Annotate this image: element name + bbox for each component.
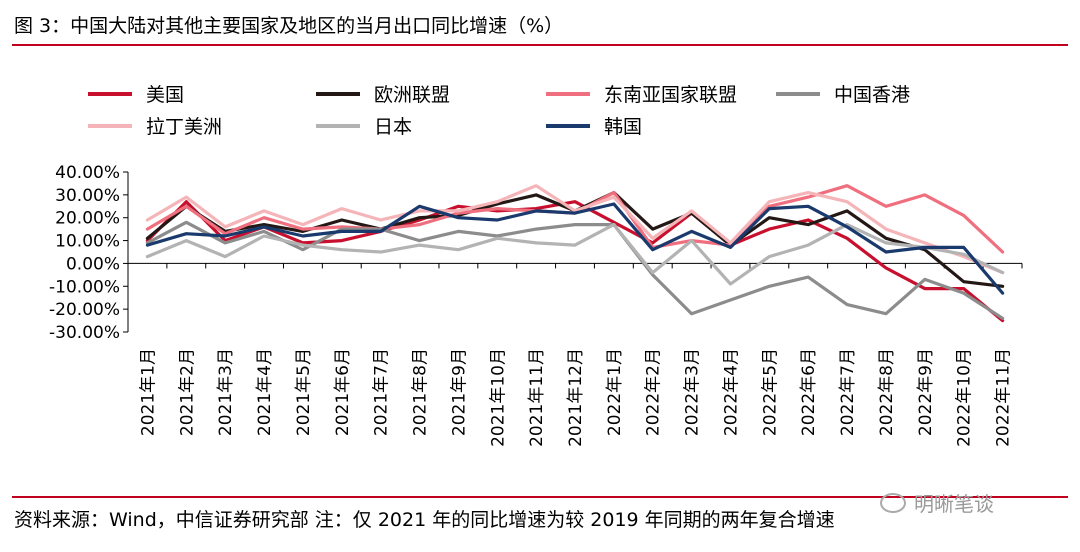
series-line-4 xyxy=(145,184,1005,275)
legend-item: 东南亚国家联盟 xyxy=(546,84,737,106)
x-tick-label: 2022年11月 xyxy=(994,348,1014,447)
legend-item: 拉丁美洲 xyxy=(88,116,222,138)
y-tick-label: -30.00% xyxy=(49,323,120,343)
x-tick-label: 2021年1月 xyxy=(138,348,158,436)
series-line-6 xyxy=(145,202,1005,295)
legend-item: 中国香港 xyxy=(776,84,910,106)
legend-label: 东南亚国家联盟 xyxy=(604,84,737,106)
watermark-text: 明晰笔谈 xyxy=(914,492,994,516)
legend-label: 日本 xyxy=(374,116,412,138)
x-tick-label: 2021年4月 xyxy=(255,348,275,436)
x-tick-label: 2022年1月 xyxy=(605,348,625,436)
legend-item: 美国 xyxy=(88,84,184,106)
y-tick-label: 10.00% xyxy=(55,232,120,252)
top-rule xyxy=(12,44,1068,46)
x-tick-label: 2021年8月 xyxy=(411,348,431,436)
x-tick-label: 2022年9月 xyxy=(916,348,936,436)
x-tick-label: 2021年12月 xyxy=(566,348,586,447)
series-layer xyxy=(145,184,1005,323)
series-line-0 xyxy=(145,200,1005,323)
x-tick-label: 2022年4月 xyxy=(721,348,741,436)
x-tick-label: 2022年6月 xyxy=(799,348,819,436)
legend-label: 韩国 xyxy=(604,116,642,138)
legend-label: 欧洲联盟 xyxy=(374,84,450,106)
y-tick-label: 20.00% xyxy=(55,209,120,229)
x-tick-label: 2022年3月 xyxy=(683,348,703,436)
y-tick-label: 0.00% xyxy=(66,254,120,274)
legend-label: 中国香港 xyxy=(834,84,910,106)
source-note: 资料来源：Wind，中信证券研究部 注：仅 2021 年的同比增速为较 2019… xyxy=(14,509,835,531)
legend-item: 日本 xyxy=(316,116,412,138)
x-tick-label: 2022年8月 xyxy=(877,348,897,436)
x-tick-label: 2022年5月 xyxy=(760,348,780,436)
x-tick-label: 2021年10月 xyxy=(488,348,508,447)
x-tick-label: 2022年10月 xyxy=(955,348,975,447)
figure-title: 图 3：中国大陆对其他主要国家及地区的当月出口同比增速（%） xyxy=(14,15,564,37)
x-axis: 2021年1月 2021年2月 2021年3月 2021年4月 2021年5月 2021年… xyxy=(127,262,1023,447)
legend-item: 欧洲联盟 xyxy=(316,84,450,106)
series-line-5 xyxy=(145,223,1005,286)
y-tick-label: -10.00% xyxy=(49,277,120,297)
legend-label: 美国 xyxy=(146,84,184,106)
legend-item: 韩国 xyxy=(546,116,642,138)
legend-label: 拉丁美洲 xyxy=(146,116,222,138)
y-tick-label: -20.00% xyxy=(49,300,120,320)
bottom-rule xyxy=(12,496,1068,498)
x-tick-label: 2021年6月 xyxy=(333,348,353,436)
x-tick-label: 2021年3月 xyxy=(216,348,236,436)
y-axis: 40.00% 30.00% 20.00% 10.00%0.00% -10.00% -20.… xyxy=(49,163,129,343)
y-tick-label: 30.00% xyxy=(55,186,120,206)
wechat-icon xyxy=(880,493,906,513)
x-tick-label: 2021年5月 xyxy=(294,348,314,436)
series-line-2 xyxy=(145,184,1005,254)
x-tick-label: 2022年2月 xyxy=(644,348,664,436)
watermark: 明晰笔谈 xyxy=(880,488,994,517)
x-tick-label: 2021年9月 xyxy=(449,348,469,436)
x-tick-label: 2021年7月 xyxy=(372,348,392,436)
x-tick-label: 2021年11月 xyxy=(527,348,547,447)
x-tick-label: 2022年7月 xyxy=(838,348,858,436)
x-tick-label: 2021年2月 xyxy=(177,348,197,436)
y-tick-label: 40.00% xyxy=(55,163,120,183)
